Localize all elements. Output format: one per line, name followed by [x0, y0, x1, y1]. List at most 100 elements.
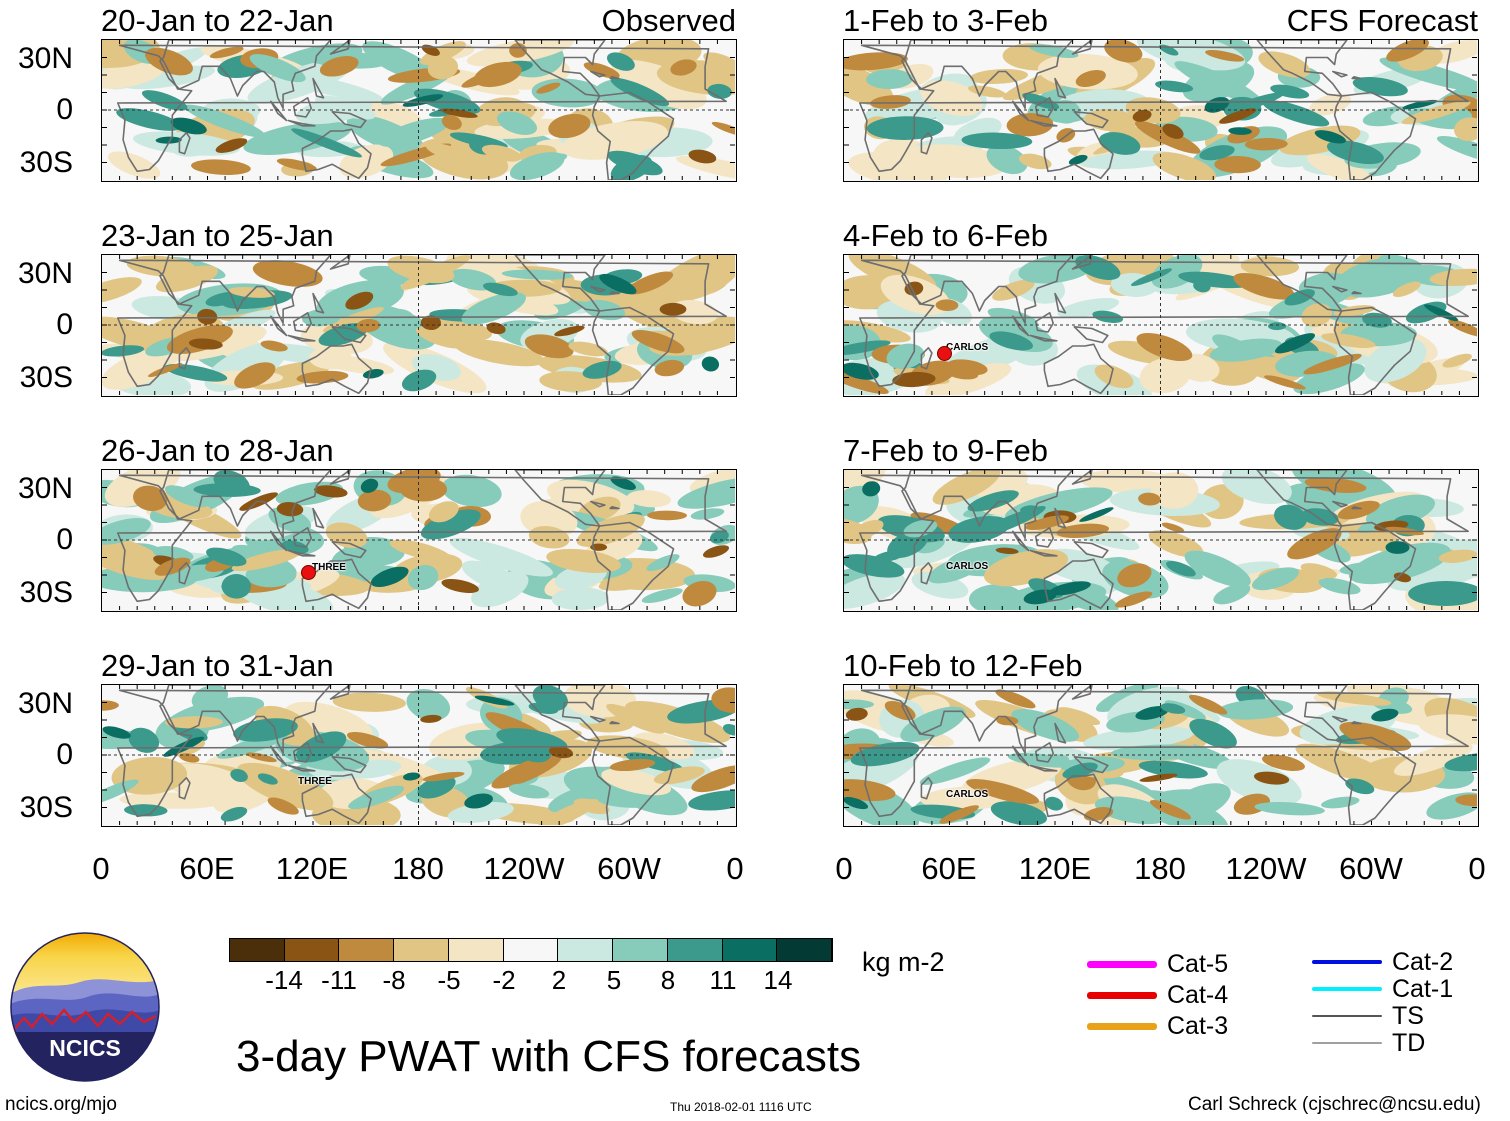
anomaly-blob — [884, 700, 916, 721]
anomaly-blob — [1188, 694, 1228, 715]
anomaly-blob — [844, 572, 906, 609]
storm-label-three: THREE — [298, 776, 332, 787]
anomaly-blob — [703, 52, 735, 75]
anomaly-blob — [610, 476, 636, 490]
anomaly-blob — [1162, 123, 1184, 139]
anomaly-blob — [1348, 542, 1451, 585]
anomaly-blob — [360, 478, 379, 493]
anomaly-blob — [1228, 127, 1252, 135]
coastline — [1054, 77, 1067, 99]
anomaly-blob — [501, 269, 574, 280]
coastline — [270, 315, 288, 337]
source-url[interactable]: ncics.org/mjo — [5, 1094, 117, 1115]
forecast-label: CFS Forecast — [1286, 3, 1478, 38]
anomaly-blob — [946, 359, 988, 376]
anomaly-blob — [231, 548, 303, 572]
anomaly-blob — [1448, 319, 1477, 337]
anomaly-blob — [1386, 40, 1429, 62]
map-panel — [101, 39, 737, 182]
anomaly-blob — [641, 588, 683, 604]
anomaly-blob — [291, 128, 362, 158]
anomaly-blob — [654, 359, 685, 377]
anomaly-blob — [670, 59, 697, 76]
legend-swatch — [1312, 960, 1382, 964]
coastline — [1071, 685, 1093, 700]
anomaly-blob — [1295, 743, 1392, 785]
anomaly-blob — [1345, 778, 1375, 795]
anomaly-blob — [977, 506, 1046, 538]
anomaly-blob — [561, 121, 668, 160]
anomaly-blob — [606, 703, 665, 734]
anomaly-blob — [935, 299, 959, 312]
anomaly-blob — [401, 369, 437, 392]
anomaly-blob — [968, 85, 1007, 98]
anomaly-blob — [464, 793, 493, 809]
anomaly-blob — [711, 121, 735, 137]
anomaly-blob — [1193, 279, 1211, 293]
colorbar-tick: 2 — [551, 965, 567, 995]
coastline — [1029, 549, 1058, 557]
anomaly-blob — [1174, 61, 1263, 105]
anomaly-blob — [188, 338, 223, 350]
anomaly-blob — [609, 758, 656, 772]
anomaly-blob — [1418, 714, 1477, 745]
colorbar-swatch — [667, 939, 723, 961]
anomaly-blob — [1079, 507, 1114, 522]
anomaly-blob — [844, 371, 889, 395]
anomaly-blob — [961, 132, 1033, 150]
anomaly-blob — [995, 547, 1019, 555]
panel-title-3: 26-Jan to 28-Jan — [101, 433, 334, 468]
coastline — [1054, 292, 1067, 314]
coastline — [1351, 290, 1362, 295]
coastline — [1043, 773, 1114, 825]
anomaly-blob — [1068, 154, 1088, 165]
anomaly-blob — [184, 104, 266, 138]
anomaly-blob — [1137, 40, 1246, 71]
anomaly-blob — [1385, 541, 1410, 554]
anomaly-blob — [1284, 289, 1315, 306]
anomaly-blob — [102, 779, 139, 806]
coastline — [1071, 255, 1093, 270]
anomaly-blob — [1258, 51, 1311, 78]
anomaly-blob — [104, 470, 181, 507]
anomaly-blob — [141, 90, 188, 111]
anomaly-blob — [548, 782, 617, 813]
anomaly-blob — [1057, 707, 1101, 726]
anomaly-blob — [1022, 93, 1060, 110]
anomaly-blob — [1287, 528, 1342, 560]
legend-swatch — [1312, 1014, 1382, 1018]
lat-label-0: 0 — [56, 523, 73, 556]
anomaly-blob — [496, 111, 538, 135]
coastline — [159, 255, 332, 325]
anomaly-blob — [844, 82, 873, 99]
anomaly-blob — [1436, 135, 1477, 166]
anomaly-blob — [347, 731, 389, 749]
anomaly-blob — [164, 716, 223, 729]
anomaly-blob — [583, 62, 620, 79]
colorbar-tick: -2 — [492, 965, 516, 995]
legend-label: TD — [1392, 1029, 1426, 1057]
anomaly-blob — [1240, 256, 1300, 277]
coastline — [1043, 558, 1114, 610]
coastline — [312, 722, 325, 744]
anomaly-blob — [1455, 794, 1477, 807]
anomaly-blob — [427, 55, 459, 80]
coastline — [609, 290, 620, 295]
colorbar-swatch — [339, 939, 395, 961]
legend-label: Cat-5 — [1167, 950, 1229, 978]
observed-label: Observed — [601, 3, 736, 38]
coastline — [270, 100, 288, 122]
coastline — [1331, 70, 1348, 78]
anomaly-blob — [862, 481, 881, 497]
colorbar-swatch — [722, 939, 778, 961]
anomaly-blob — [677, 476, 735, 509]
lon-label: 60W — [597, 851, 661, 886]
anomaly-blob — [407, 565, 439, 591]
anomaly-blob — [551, 587, 610, 610]
anomaly-blob — [128, 727, 160, 753]
coastline — [329, 685, 351, 700]
anomaly-blob — [1083, 726, 1194, 751]
anomaly-blob — [1099, 132, 1141, 155]
anomaly-blob — [220, 806, 248, 822]
anomaly-blob — [1025, 515, 1070, 530]
